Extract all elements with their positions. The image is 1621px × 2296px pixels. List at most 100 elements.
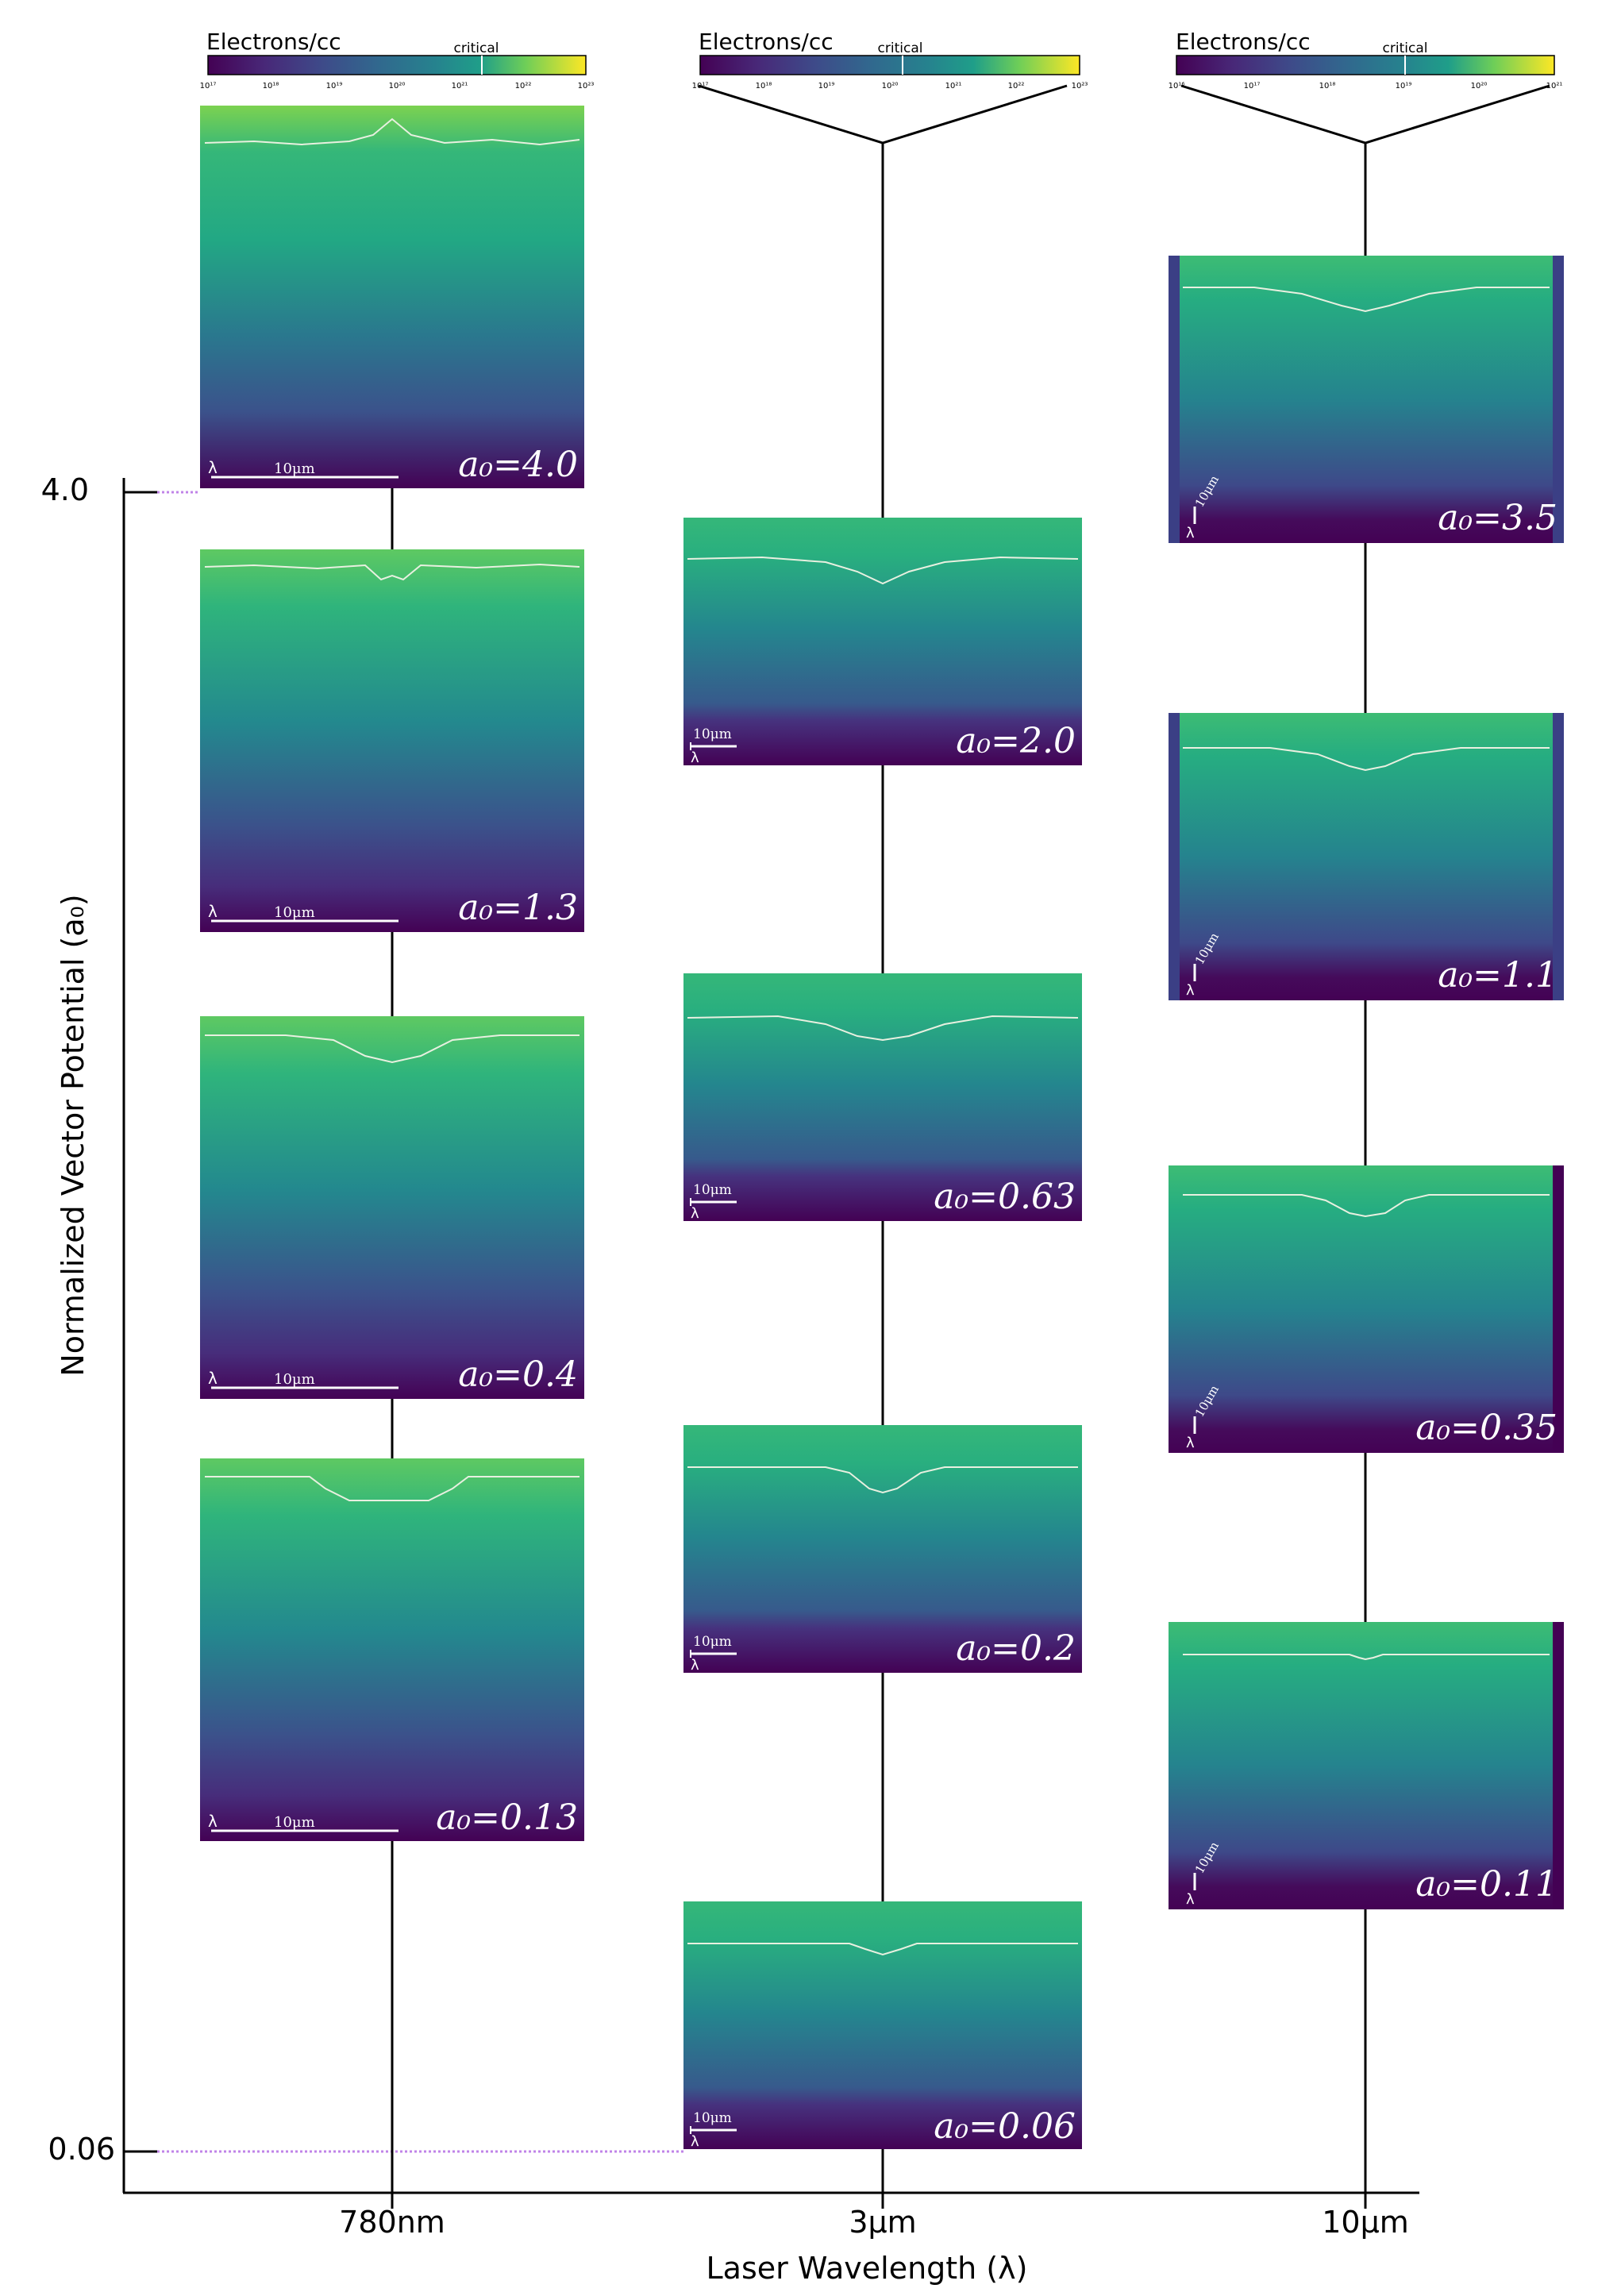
x-axis-label: Laser Wavelength (λ) [707,2251,1028,2286]
a0-label: a₀=0.06 [934,2106,1076,2147]
edge-strip [1553,256,1564,543]
colorbar-tick: 10¹⁸ [756,82,772,91]
density-map [1169,1622,1564,1909]
column-10um: 10μm Electrons/cc critical 10¹⁶ 10¹⁷ 10¹… [1169,29,1564,2240]
critical-contour [204,117,580,146]
critical-contour [1183,747,1550,772]
panel-a0-3.5: 10μm λ a₀=3.5 [1169,256,1564,543]
a0-label: a₀=3.5 [1438,498,1557,538]
colorbar-label: Electrons/cc [699,29,834,55]
colorbar-tick: 10²¹ [945,82,962,91]
edge-strip [1169,713,1180,1000]
a0-label: a₀=0.13 [436,1797,578,1838]
a0-label: a₀=0.35 [1415,1408,1557,1448]
colorbar-tick: 10¹⁸ [263,82,279,91]
colorbar-gradient [207,55,587,75]
scale-lambda: λ [1186,1891,1195,1908]
colorbar-tick: 10¹⁸ [1319,82,1336,91]
panel-a0-0.35: 10μm λ a₀=0.35 [1169,1165,1564,1453]
panel-a0-0.11: 10μm λ a₀=0.11 [1169,1622,1564,1909]
column-3um: 3μm Electrons/cc critical 10¹⁷ 10¹⁸ 10¹⁹… [683,29,1088,2240]
colorbar-label: Electrons/cc [206,29,341,55]
density-map [1169,713,1564,1000]
a0-label: a₀=0.63 [934,1177,1076,1217]
panel-a0-0.63: 10μm λ a₀=0.63 [683,973,1082,1222]
colorbar-tick: 10¹⁷ [200,82,217,91]
a0-label: a₀=1.3 [458,888,578,928]
critical-contour [687,1943,1078,1956]
panel-a0-0.2: 10μm λ a₀=0.2 [683,1425,1082,1674]
scale-lambda: λ [691,749,699,766]
critical-contour [687,1466,1078,1494]
scale-length: 10μm [274,1814,315,1831]
x-tick-label: 3μm [849,2205,916,2240]
critical-contour [205,1476,579,1501]
y-axis-label: Normalized Vector Potential (a₀) [56,894,90,1376]
colorbar-marker-label: critical [1383,40,1428,56]
scale-lambda: λ [1186,525,1195,541]
density-map [1169,1165,1564,1453]
scale-lambda: λ [208,1369,218,1388]
scale-lambda: λ [691,1657,699,1674]
colorbar-gradient [699,55,1080,75]
scale-length: 10μm [693,1182,732,1198]
colorbar-tick: 10¹⁷ [1244,82,1261,91]
critical-contour [1183,1194,1550,1218]
colorbar: Electrons/cc critical 10¹⁷ 10¹⁸ 10¹⁹ 10²… [692,29,1088,91]
density-map [1169,256,1564,543]
column-fork [698,84,1068,144]
panel-a0-1.3: λ 10μm a₀=1.3 [200,549,584,932]
colorbar-tick: 10²⁰ [882,82,899,91]
scale-lambda: λ [691,1205,699,1222]
a0-label: a₀=4.0 [458,445,578,485]
density-map [200,549,584,932]
critical-contour [687,1015,1079,1042]
scale-length: 10μm [693,1634,732,1650]
colorbar-tick: 10²² [515,82,532,91]
scale-length: 10μm [693,726,732,742]
density-map [200,1458,584,1841]
scale-lambda: λ [1186,1435,1195,1451]
panel-a0-0.06: 10μm λ a₀=0.06 [683,1901,1082,2150]
a0-label: a₀=2.0 [956,721,1076,761]
scale-lambda: λ [208,1812,218,1831]
density-map [683,973,1082,1221]
colorbar-marker-label: critical [878,40,923,56]
panel-a0-4.0: λ 10μm a₀=4.0 [200,106,584,488]
colorbar-tick: 10¹⁶ [1169,82,1185,91]
y-tick-label: 4.0 [41,472,89,507]
a0-label: a₀=0.11 [1415,1864,1557,1905]
panel-a0-2.0: 10μm λ a₀=2.0 [683,518,1082,766]
x-tick-label: 10μm [1322,2205,1409,2240]
scale-lambda: λ [691,2133,699,2150]
column-fork [1180,84,1550,144]
y-tick-label: 0.06 [48,2132,115,2167]
colorbar-tick: 10¹⁷ [692,82,709,91]
scale-lambda: λ [1186,982,1195,999]
colorbar-gradient [1176,55,1555,75]
colorbar-tick: 10²² [1008,82,1025,91]
edge-strip [1553,713,1564,1000]
panel-a0-0.13: λ 10μm a₀=0.13 [200,1458,584,1841]
a0-label: a₀=1.1 [1438,955,1557,996]
colorbar-tick: 10²¹ [452,82,468,91]
panel-a0-0.4: λ 10μm a₀=0.4 [200,1016,584,1399]
colorbar-tick: 10²⁰ [1471,82,1488,91]
critical-contour [1183,287,1550,313]
critical-contour [205,1034,579,1064]
critical-contour [687,556,1079,585]
scale-length: 10μm [693,2110,732,2126]
density-map [683,518,1082,765]
scale-length: 10μm [274,904,315,921]
colorbar-tick: 10¹⁹ [326,82,343,91]
colorbar-marker-label: critical [454,40,499,56]
a0-label: a₀=0.4 [458,1354,578,1395]
panel-a0-1.1: 10μm λ a₀=1.1 [1169,713,1564,1000]
density-map [200,1016,584,1399]
critical-contour [1183,1654,1550,1661]
colorbar-label: Electrons/cc [1176,29,1311,55]
edge-strip [1169,256,1180,543]
critical-contour [204,563,580,581]
colorbar-tick: 10²¹ [1546,82,1563,91]
